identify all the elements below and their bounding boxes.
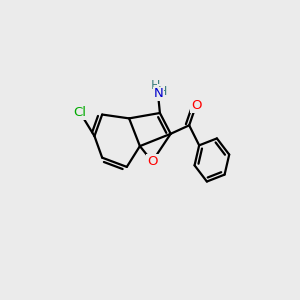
Text: O: O — [147, 155, 158, 168]
Text: H: H — [158, 85, 167, 98]
Text: H: H — [151, 79, 160, 92]
Text: O: O — [191, 99, 201, 112]
Text: Cl: Cl — [73, 106, 86, 119]
Text: N: N — [154, 87, 163, 100]
